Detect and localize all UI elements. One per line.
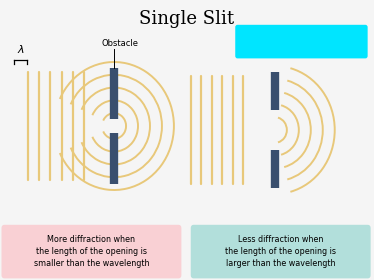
Text: More diffraction when
the length of the opening is
smaller than the wavelength: More diffraction when the length of the … <box>34 235 149 267</box>
Text: Single Slit: Single Slit <box>140 10 234 28</box>
FancyBboxPatch shape <box>235 25 368 59</box>
Text: $\lambda$: $\lambda$ <box>16 43 25 55</box>
FancyBboxPatch shape <box>1 225 181 278</box>
FancyBboxPatch shape <box>191 225 371 278</box>
Text: λ  =  Wavelength: λ = Wavelength <box>254 37 349 46</box>
Text: Less diffraction when
the length of the opening is
larger than the wavelength: Less diffraction when the length of the … <box>225 235 336 267</box>
Text: Obstacle: Obstacle <box>101 39 138 48</box>
